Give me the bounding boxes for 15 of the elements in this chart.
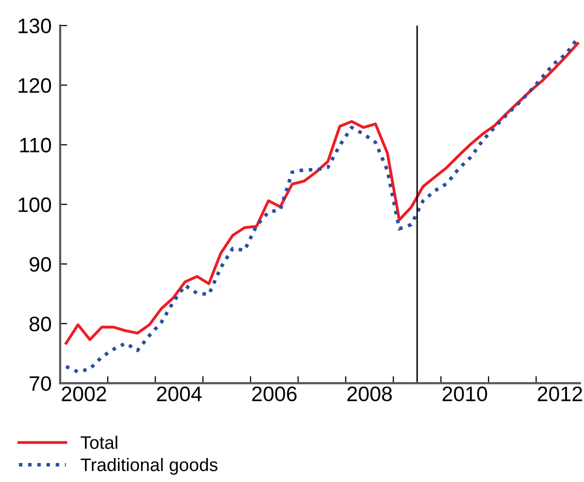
y-tick-label: 100: [18, 197, 52, 212]
x-tick-label: 2012: [538, 386, 582, 402]
y-tick-label: 120: [18, 78, 52, 93]
x-tick-label: 2008: [347, 386, 392, 402]
x-tick-label: 2004: [157, 386, 202, 402]
y-tick-label: 80: [30, 316, 52, 332]
y-tick-label: 90: [30, 256, 52, 272]
y-tick-label: 70: [30, 376, 52, 391]
legend-label: Total: [80, 436, 118, 449]
x-tick-label: 2010: [442, 386, 488, 402]
y-tick-label: 110: [20, 138, 52, 153]
x-tick-label: 2002: [62, 386, 106, 402]
y-tick-label: 130: [18, 18, 52, 34]
legend-label: Traditional goods: [80, 458, 218, 475]
x-tick-label: 2006: [252, 386, 297, 402]
